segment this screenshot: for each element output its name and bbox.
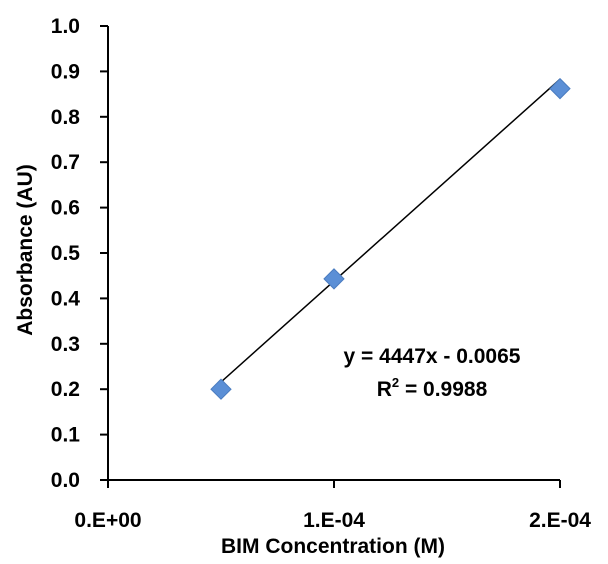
x-tick-label: 1.E-04 [303, 509, 365, 532]
y-tick-label: 0.5 [51, 242, 81, 265]
axes [100, 25, 561, 488]
y-tick-label: 0.8 [51, 106, 81, 129]
x-tick-label: 2.E-04 [529, 509, 591, 532]
y-tick-label: 0.6 [51, 197, 80, 220]
y-tick-label: 0.9 [51, 60, 80, 83]
r-squared-prefix: R [377, 378, 392, 401]
x-axis-title: BIM Concentration (M) [221, 535, 445, 558]
linear-trendline [220, 78, 561, 383]
y-tick-label: 0.0 [51, 469, 80, 492]
trendline-equation: y = 4447x - 0.0065 [344, 345, 521, 368]
data-points [210, 77, 571, 400]
r-squared-superscript: 2 [392, 375, 399, 390]
y-axis-title: Absorbance (AU) [14, 164, 37, 336]
data-point-marker [323, 268, 345, 290]
y-tick-label: 0.4 [51, 287, 81, 310]
y-tick-label: 0.3 [51, 333, 80, 356]
x-tick-labels: 0.E+00 1.E-04 2.E-04 [74, 509, 591, 532]
x-tick-label: 0.E+00 [74, 509, 141, 532]
data-point-marker [549, 77, 571, 100]
y-tick-label: 0.1 [51, 424, 81, 447]
r-squared-value: = 0.9988 [399, 378, 487, 401]
y-tick-label: 1.0 [51, 15, 80, 38]
trendline-group [220, 78, 561, 383]
r-squared-label: R2 = 0.9988 [377, 375, 488, 401]
y-tick-label: 0.7 [51, 151, 80, 174]
y-tick-label: 0.2 [51, 378, 80, 401]
data-point-marker [210, 378, 232, 400]
y-tick-labels: 0.0 0.1 0.2 0.3 0.4 0.5 0.6 0.7 0.8 0.9 1.0 [51, 15, 81, 492]
